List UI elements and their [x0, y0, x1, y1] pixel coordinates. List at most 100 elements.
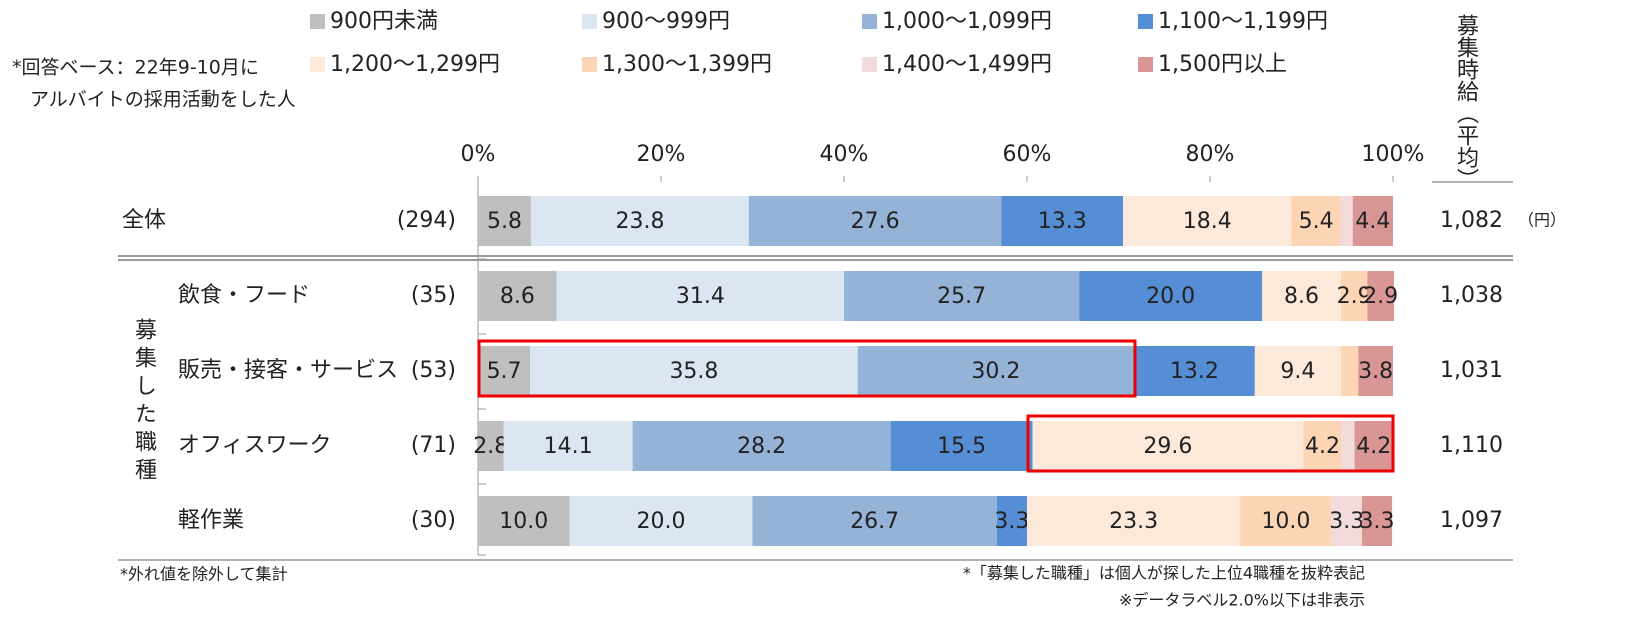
bar-segment	[478, 496, 570, 546]
bar-segment	[1331, 496, 1362, 546]
respondent-note: アルバイトの採用活動をした人	[30, 89, 296, 111]
highlight-box	[477, 339, 1137, 398]
averages-unit: （円）	[1518, 211, 1566, 230]
bar-segment	[1367, 271, 1394, 321]
data-label: 26.7	[850, 509, 899, 534]
data-label: 20.0	[1146, 284, 1195, 309]
x-tick-label: 100%	[1362, 142, 1425, 167]
sample-size: (35)	[411, 283, 456, 308]
bar-segment	[478, 346, 531, 396]
data-label: 8.6	[500, 284, 535, 309]
data-label: 14.1	[544, 434, 593, 459]
bar-segment	[748, 196, 1002, 246]
data-label: 4.4	[1355, 209, 1390, 234]
data-label: 2.9	[1337, 284, 1372, 309]
bar-segment	[1341, 421, 1355, 471]
bar-segment	[1032, 421, 1304, 471]
bar-segment	[996, 496, 1027, 546]
legend-swatch	[582, 14, 597, 29]
data-label: 18.4	[1183, 209, 1232, 234]
data-label: 15.5	[937, 434, 986, 459]
data-label: 23.3	[1109, 509, 1158, 534]
average-value: 1,082	[1440, 208, 1503, 233]
group-label: 募集した職種	[131, 318, 157, 486]
legend-label: 900〜999円	[602, 9, 730, 34]
data-label: 3.3	[1329, 509, 1364, 534]
data-label: 4.2	[1356, 434, 1391, 459]
legend-label: 900円未満	[330, 9, 438, 34]
footnote: *外れ値を除外して集計	[120, 565, 288, 584]
footnote: *「募集した職種」は個人が探した上位4職種を抜粋表記	[963, 564, 1365, 583]
x-tick-label: 80%	[1186, 142, 1235, 167]
data-label: 30.2	[971, 359, 1020, 384]
sample-size: (71)	[411, 433, 456, 458]
category-label: 全体	[122, 208, 166, 233]
bar-segment	[1240, 496, 1332, 546]
data-label: 10.0	[499, 509, 548, 534]
data-label: 29.6	[1143, 434, 1192, 459]
sample-size: (294)	[397, 208, 456, 233]
data-label: 2.8	[473, 434, 508, 459]
legend-swatch	[1138, 14, 1153, 29]
legend-swatch	[862, 14, 877, 29]
bar-segment	[530, 346, 858, 396]
x-tick-label: 40%	[820, 142, 869, 167]
bar-segment	[1079, 271, 1263, 321]
bar-segment	[1001, 196, 1124, 246]
legend-swatch	[310, 14, 325, 29]
data-label: 31.4	[676, 284, 725, 309]
bar-segment	[632, 421, 891, 471]
footnote: ※データラベル2.0%以下は非表示	[1119, 591, 1365, 610]
data-label: 9.4	[1280, 359, 1315, 384]
bar-segment	[569, 496, 753, 546]
data-label: 25.7	[937, 284, 986, 309]
bar-segment	[1291, 196, 1341, 246]
bar-segment	[1303, 421, 1342, 471]
bar-segment	[1361, 496, 1393, 546]
category-label: 軽作業	[178, 508, 244, 533]
data-label: 3.8	[1358, 359, 1393, 384]
bar-segment	[890, 421, 1033, 471]
average-value: 1,110	[1440, 433, 1503, 458]
data-label: 23.8	[615, 209, 664, 234]
legend-label: 1,100〜1,199円	[1158, 9, 1328, 34]
data-label: 20.0	[637, 509, 686, 534]
data-label: 3.3	[1359, 509, 1394, 534]
bar-segment	[478, 421, 504, 471]
bar-segment	[857, 346, 1135, 396]
bar-segment	[478, 196, 532, 246]
data-label: 4.2	[1305, 434, 1340, 459]
bar-segment	[531, 196, 749, 246]
bar-segment	[1340, 346, 1359, 396]
bar-segment	[1352, 196, 1393, 246]
data-label: 3.3	[994, 509, 1029, 534]
average-value: 1,097	[1440, 508, 1503, 533]
legend-swatch	[862, 57, 877, 72]
bar-segment	[1340, 271, 1368, 321]
data-label: 5.4	[1299, 209, 1334, 234]
legend-label: 1,400〜1,499円	[882, 52, 1052, 77]
bar-segment	[1358, 346, 1393, 396]
data-label: 27.6	[851, 209, 900, 234]
bar-segment	[844, 271, 1080, 321]
data-label: 28.2	[737, 434, 786, 459]
bar-segment	[556, 271, 844, 321]
data-label: 2.9	[1363, 284, 1398, 309]
highlight-box	[1026, 414, 1395, 473]
bar-segment	[752, 496, 997, 546]
data-label: 10.0	[1261, 509, 1310, 534]
bar-segment	[1027, 496, 1241, 546]
bar-segment	[1340, 196, 1353, 246]
data-label: 5.7	[487, 359, 522, 384]
respondent-note: *回答ベース：22年9-10月に	[12, 57, 259, 79]
data-label: 35.8	[669, 359, 718, 384]
bar-segment	[503, 421, 633, 471]
averages-title: 募集時給（平均）	[1453, 14, 1479, 190]
category-label: 飲食・フード	[178, 283, 310, 308]
average-value: 1,038	[1440, 283, 1503, 308]
category-label: 販売・接客・サービス	[178, 358, 398, 383]
x-tick-label: 0%	[461, 142, 496, 167]
bar-segment	[1123, 196, 1292, 246]
data-label: 13.3	[1038, 209, 1087, 234]
